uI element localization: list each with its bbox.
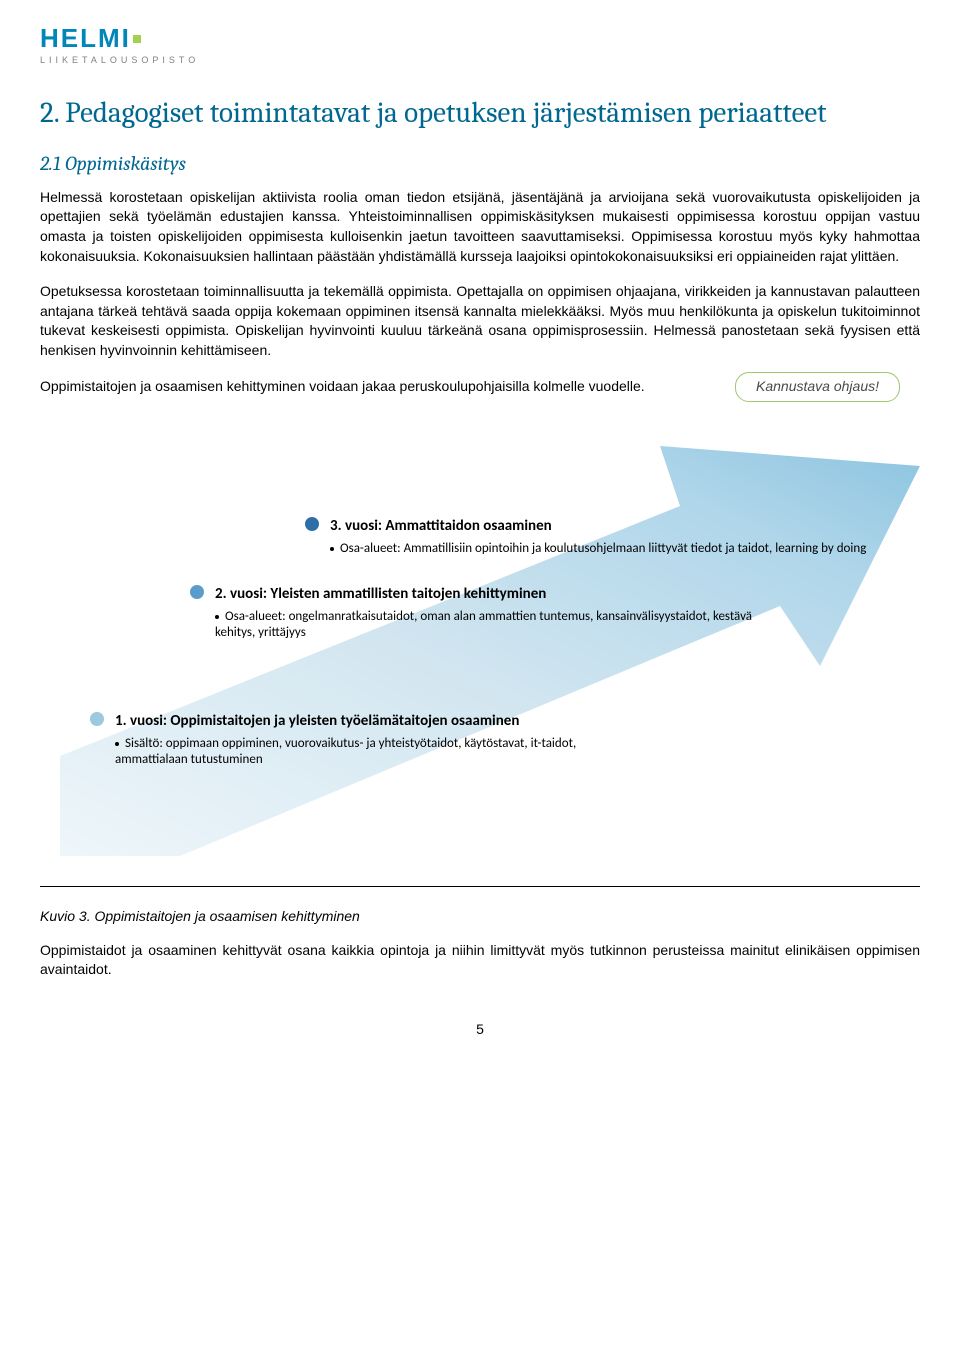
year3-title: 3. vuosi: Ammattitaidon osaaminen [330, 516, 890, 537]
logo: HELMI LIIKETALOUSOPISTO [40, 20, 920, 67]
bullet-icon [115, 742, 119, 746]
callout-box: Kannustava ohjaus! [735, 372, 900, 402]
callout-text: Kannustava ohjaus! [756, 378, 879, 394]
year2-title: 2. vuosi: Yleisten ammatillisten taitoje… [215, 584, 775, 605]
arrow-diagram: 3. vuosi: Ammattitaidon osaaminen Osa-al… [60, 436, 920, 856]
logo-title: HELMI [40, 20, 920, 56]
logo-accent-icon [133, 35, 141, 43]
bullet-icon [330, 547, 334, 551]
year1-detail: Sisältö: oppimaan oppiminen, vuorovaikut… [115, 736, 595, 769]
logo-subtitle: LIIKETALOUSOPISTO [40, 54, 920, 67]
logo-title-text: HELMI [40, 23, 131, 53]
bullet-icon [215, 615, 219, 619]
page-number: 5 [40, 1020, 920, 1040]
year1-title: 1. vuosi: Oppimistaitojen ja yleisten ty… [115, 711, 595, 732]
year2-detail: Osa-alueet: ongelmanratkaisutaidot, oman… [215, 609, 775, 642]
paragraph-2: Opetuksessa korostetaan toiminnallisuutt… [40, 282, 920, 360]
year3-detail: Osa-alueet: Ammatillisiin opintoihin ja … [330, 541, 890, 557]
subsection-heading: 2.1 Oppimiskäsitys [40, 150, 920, 178]
paragraph-1: Helmessä korostetaan opiskelijan aktiivi… [40, 188, 920, 266]
divider [40, 886, 920, 887]
year2-dot-icon [187, 582, 207, 602]
figure-caption: Kuvio 3. Oppimistaitojen ja osaamisen ke… [40, 907, 920, 927]
section-heading: 2. Pedagogiset toimintatavat ja opetukse… [40, 97, 920, 132]
year3-dot-icon [302, 514, 322, 534]
year1-block: 1. vuosi: Oppimistaitojen ja yleisten ty… [115, 711, 595, 769]
arrow-shape-icon [60, 436, 920, 856]
year3-block: 3. vuosi: Ammattitaidon osaaminen Osa-al… [330, 516, 890, 557]
year2-block: 2. vuosi: Yleisten ammatillisten taitoje… [215, 584, 775, 642]
year3-detail-text: Osa-alueet: Ammatillisiin opintoihin ja … [340, 541, 866, 556]
year1-dot-icon [87, 709, 107, 729]
year1-detail-text: Sisältö: oppimaan oppiminen, vuorovaikut… [115, 736, 576, 767]
year2-detail-text: Osa-alueet: ongelmanratkaisutaidot, oman… [215, 609, 752, 640]
paragraph-4: Oppimistaidot ja osaaminen kehittyvät os… [40, 941, 920, 980]
